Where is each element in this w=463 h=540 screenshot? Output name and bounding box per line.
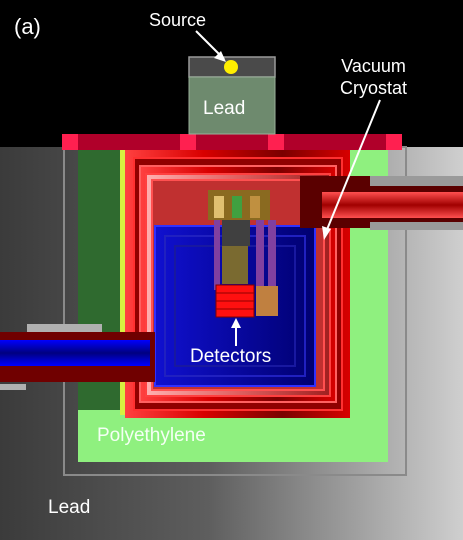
- polyethylene-label: Polyethylene: [97, 425, 206, 446]
- top-plate: [66, 134, 400, 150]
- detectors-label: Detectors: [190, 346, 272, 367]
- source-label: Source: [149, 10, 207, 30]
- source-dot: [224, 60, 238, 74]
- vacuum-label: Vacuum: [341, 56, 406, 76]
- detector-holder: [222, 220, 250, 246]
- polyethylene-edge: [120, 150, 128, 415]
- vacuum-arrow: [325, 99, 381, 233]
- lead-top-label: Lead: [203, 98, 246, 119]
- lead-block: [188, 76, 276, 135]
- cryostat-pipe: [322, 192, 463, 218]
- left-pipe: [0, 340, 150, 366]
- lead-bottom-label: Lead: [48, 497, 91, 518]
- panel-label: (a): [14, 14, 41, 39]
- cryostat-label: Cryostat: [340, 78, 408, 98]
- vacuum-cryostat-label: Vacuum Cryostat: [340, 55, 407, 99]
